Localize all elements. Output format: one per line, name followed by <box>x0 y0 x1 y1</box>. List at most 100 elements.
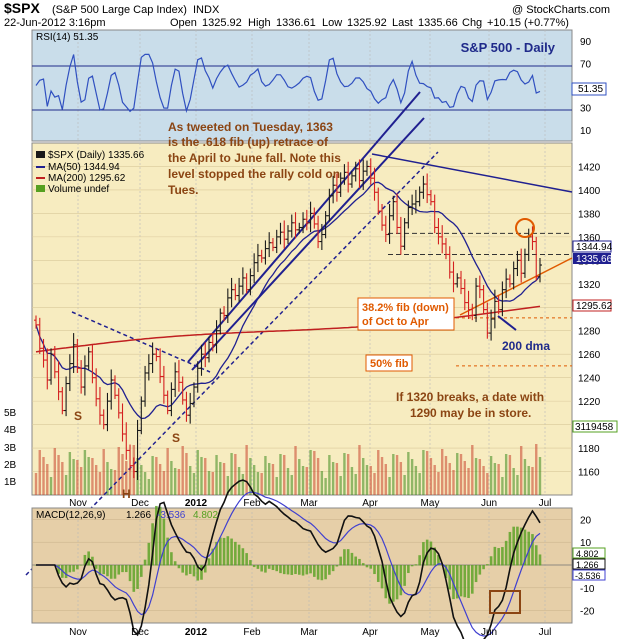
macd-hist-bar <box>497 548 500 566</box>
volume-bar <box>456 453 459 495</box>
price-bar <box>161 365 166 404</box>
volume-bar <box>519 446 523 495</box>
macd-hist-bar <box>346 549 350 566</box>
macd-grid <box>32 508 572 623</box>
macd-hist-bar <box>290 565 294 575</box>
macd-hist-bar <box>392 565 395 602</box>
price-bar <box>225 288 230 323</box>
macd-hist-bar <box>294 565 297 575</box>
price-bar <box>237 277 242 303</box>
price-bar <box>462 279 467 311</box>
volume-bar <box>459 454 463 495</box>
volume-bar <box>166 448 169 495</box>
macd-hist-bar <box>512 526 515 566</box>
macd-hist-bar <box>328 565 331 575</box>
x-tick-label: Jun <box>481 498 497 509</box>
price-bar <box>410 194 415 216</box>
price-tick-label: 1360 <box>578 233 601 244</box>
volume-tick-label: 3B <box>4 443 17 454</box>
ma200-tag <box>572 299 612 312</box>
price-bar <box>244 273 249 294</box>
macd-hist-bar <box>117 565 121 575</box>
macd-hist-bar <box>158 506 162 566</box>
macd-signal-tag-value: -3.536 <box>575 571 601 581</box>
macd-hist-bar <box>399 565 403 596</box>
macd-hist-bar <box>297 565 301 575</box>
fib-382-box <box>357 297 455 331</box>
pattern-left-shoulder: S <box>74 409 82 423</box>
price-bar <box>146 354 151 381</box>
macd-hist-bar <box>331 565 335 572</box>
price-bar <box>353 161 358 182</box>
volume-bar <box>113 470 117 495</box>
price-bar <box>477 275 482 299</box>
price-bar <box>368 158 373 185</box>
low-label: Low <box>322 17 342 29</box>
x-tick-label: Dec <box>131 627 149 638</box>
x-tick-label: Dec <box>131 498 149 509</box>
volume-bar <box>222 463 226 495</box>
volume-ticks: 1B 2B 3B 4B 5B <box>4 408 17 488</box>
price-bar <box>105 392 110 432</box>
macd-signal-tag <box>572 569 606 581</box>
volume-bar <box>444 456 448 495</box>
volume-bar <box>155 457 158 495</box>
price-tick-label: 1280 <box>578 327 601 338</box>
price-bar <box>267 232 272 258</box>
macd-hist-bar <box>57 565 60 574</box>
price-bar <box>492 289 497 329</box>
volume-tag <box>572 420 618 433</box>
macd-hist-bar <box>455 565 459 599</box>
price-bar <box>395 193 400 235</box>
price-bar <box>485 302 490 339</box>
volume-bar <box>53 448 57 495</box>
price-bar <box>511 261 516 290</box>
macd-hist-bar <box>166 537 169 566</box>
volume-bar <box>72 459 75 495</box>
volume-bar <box>162 471 166 495</box>
volume-bar <box>125 461 128 495</box>
macd-hist-bar <box>177 565 181 569</box>
macd-hist-bar <box>493 546 497 566</box>
volume-bar <box>91 458 94 495</box>
volume-bar <box>226 476 230 495</box>
volume-bar <box>46 464 49 495</box>
volume-bar <box>422 450 425 495</box>
volume-bar <box>512 468 515 495</box>
macd-hist-bar <box>470 565 474 594</box>
volume-bar <box>418 473 421 495</box>
volume-bar <box>264 456 267 495</box>
channel-bottom-line <box>191 117 425 371</box>
fib-382-line-1: 38.2% fib (down) <box>362 302 449 314</box>
price-bar <box>515 250 520 277</box>
price-bar <box>312 207 317 229</box>
price-bar <box>143 365 148 407</box>
volume-bar <box>369 466 372 495</box>
volume-bar <box>380 457 384 495</box>
volume-bar <box>527 466 530 495</box>
macd-hist-bar <box>121 565 124 573</box>
fib-382-annotation: 38.2% fib (down) of Oct to Apr <box>357 297 455 331</box>
macd-hist-bar <box>245 553 248 566</box>
price-bar <box>154 348 159 362</box>
volume-bar <box>42 457 45 495</box>
macd-hist-bar <box>173 561 177 566</box>
price-bar <box>331 175 336 204</box>
volume-bar <box>501 477 504 495</box>
x-tick-label: May <box>421 498 440 509</box>
macd-hist-bar <box>252 565 256 568</box>
fib-lines <box>388 232 572 367</box>
price-bar <box>489 309 494 341</box>
macd-hist-bar <box>422 542 425 566</box>
volume-bar <box>256 472 260 495</box>
volume-bar <box>516 475 519 495</box>
price-bar <box>387 204 392 244</box>
annotation-line-4: level stopped the rally cold on <box>168 167 340 181</box>
volume-bar <box>230 453 233 495</box>
volume-bar <box>493 463 497 495</box>
macd-hist-bar <box>444 565 448 579</box>
price-bar <box>376 187 381 215</box>
legend-ma200: MA(200) 1295.62 <box>48 173 126 184</box>
price-bar <box>128 444 133 471</box>
price-bar <box>383 215 388 243</box>
